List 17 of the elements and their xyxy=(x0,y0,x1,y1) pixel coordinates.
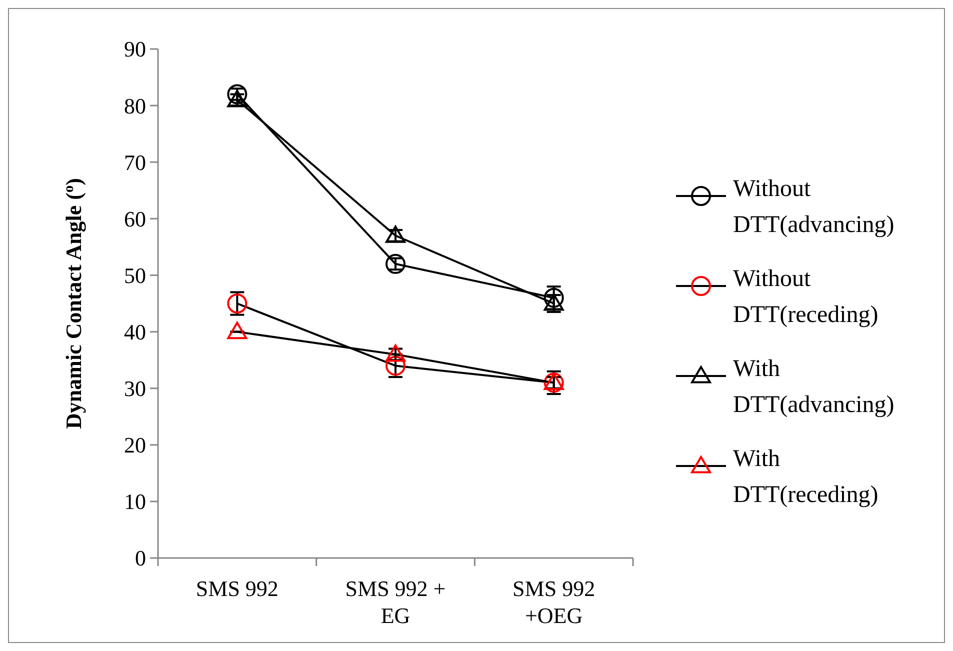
legend-label: Without DTT(advancing) xyxy=(733,176,894,238)
y-tick-label: 90 xyxy=(124,36,146,62)
y-tick-label: 50 xyxy=(124,262,146,288)
y-tick-label: 40 xyxy=(124,319,146,344)
y-tick-label: 60 xyxy=(124,206,146,232)
x-tick-label: SMS 992 xyxy=(196,576,278,601)
y-tick-label: 10 xyxy=(124,489,146,514)
legend-label: With DTT(advancing) xyxy=(733,356,894,418)
legend-label: With DTT(receding) xyxy=(733,446,878,508)
y-tick-label: 70 xyxy=(124,150,146,175)
y-tick-label: 20 xyxy=(124,432,146,458)
x-tick-label: SMS 992 +OEG xyxy=(512,576,596,628)
y-tick-label: 80 xyxy=(124,93,146,118)
x-tick-label: SMS 992 + EG xyxy=(345,576,446,628)
y-tick-label: 0 xyxy=(135,546,146,571)
y-tick-label: 30 xyxy=(124,376,146,402)
legend-label: Without DTT(receding) xyxy=(733,266,878,328)
